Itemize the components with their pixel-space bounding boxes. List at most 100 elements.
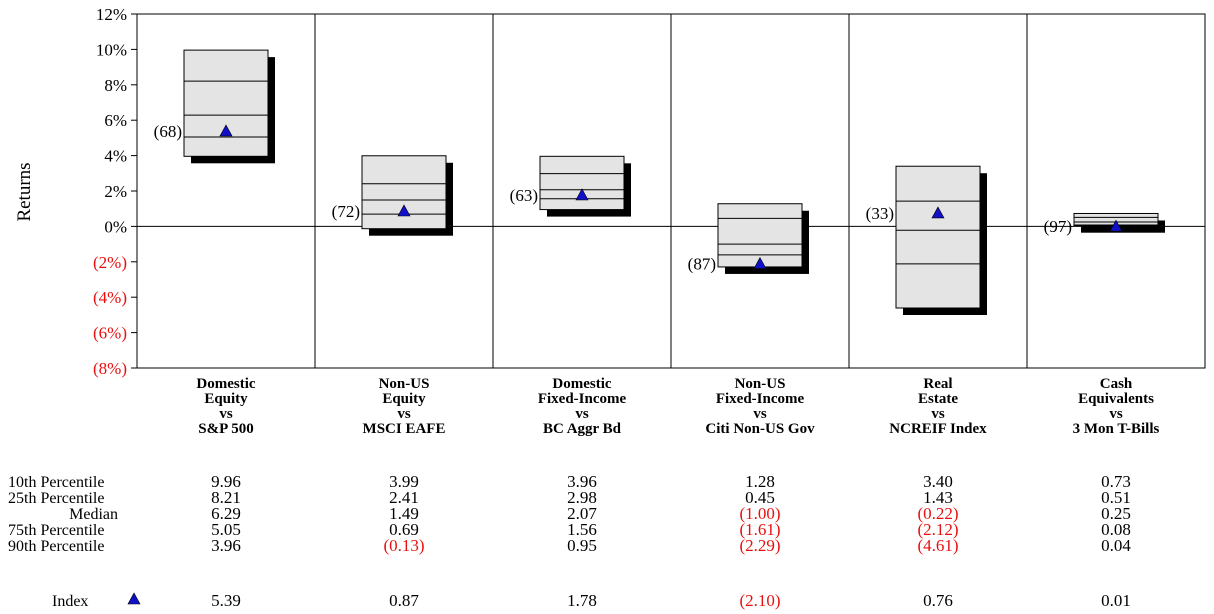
- category-label-line: Equity: [382, 391, 426, 407]
- percentile-bar: [361, 155, 447, 230]
- rank-label: (72): [332, 202, 360, 221]
- category-label-line: MSCI EAFE: [363, 421, 446, 437]
- table-cell: 8.21: [211, 488, 241, 507]
- category-label-line: Domestic: [196, 376, 255, 392]
- index-marker: [397, 204, 411, 217]
- y-tick-label: 8%: [104, 76, 127, 95]
- category-label-line: Equivalents: [1078, 391, 1154, 407]
- rank-label: (68): [154, 122, 182, 141]
- category-label-line: BC Aggr Bd: [543, 421, 622, 437]
- table-cell: 0.25: [1101, 504, 1131, 523]
- category-label-line: vs: [931, 406, 945, 422]
- table-cell: (1.61): [739, 520, 780, 539]
- category-label-line: S&P 500: [198, 421, 253, 437]
- floating-bars: (68) (72) (63) (87) (33) (97): [154, 49, 1165, 315]
- y-tick-label: (2%): [93, 253, 127, 272]
- y-tick-label: (6%): [93, 324, 127, 343]
- percentile-bar-group: (63): [510, 155, 631, 217]
- percentile-bar-group: (33): [866, 165, 987, 315]
- category-label-line: Equity: [204, 391, 248, 407]
- y-tick-label: (8%): [93, 359, 127, 378]
- y-axis-label: Returns: [14, 162, 35, 221]
- table-cell: 0.51: [1101, 488, 1131, 507]
- category-label-line: Fixed-Income: [538, 391, 627, 407]
- table-cell: (4.61): [917, 536, 958, 555]
- table-cell: 9.96: [211, 472, 241, 491]
- index-cell: 1.78: [567, 591, 597, 610]
- table-cell: (0.22): [917, 504, 958, 523]
- table-cell: 2.98: [567, 488, 597, 507]
- table-cell: 0.45: [745, 488, 775, 507]
- percentile-bar: [717, 203, 803, 268]
- y-tick-label: 6%: [104, 111, 127, 130]
- category-label-line: Fixed-Income: [716, 391, 805, 407]
- table-cell: (1.00): [739, 504, 780, 523]
- table-cell: 2.41: [389, 488, 419, 507]
- percentile-bar: [183, 49, 269, 157]
- index-marker: [575, 188, 589, 201]
- percentile-bar: [539, 155, 625, 211]
- table-cell: 1.56: [567, 520, 597, 539]
- percentile-bar-group: (97): [1044, 212, 1165, 236]
- index-cell: 0.87: [389, 591, 419, 610]
- table-cell: (2.29): [739, 536, 780, 555]
- row-label: 75th Percentile: [8, 522, 104, 539]
- category-label-line: Citi Non-US Gov: [705, 421, 815, 437]
- percentile-bar-group: (72): [332, 155, 453, 236]
- rank-label: (87): [688, 255, 716, 274]
- table-cell: 3.96: [567, 472, 597, 491]
- y-tick-label: 0%: [104, 217, 127, 236]
- row-label: 10th Percentile: [8, 474, 104, 491]
- table-cell: 0.04: [1101, 536, 1131, 555]
- table-cell: 0.73: [1101, 472, 1131, 491]
- index-cell: 0.76: [923, 591, 953, 610]
- index-marker: [1109, 219, 1123, 232]
- table-cell: 3.99: [389, 472, 419, 491]
- table-cell: 0.69: [389, 520, 419, 539]
- rank-label: (33): [866, 204, 894, 223]
- table-cell: 6.29: [211, 504, 241, 523]
- table-cell: 0.95: [567, 536, 597, 555]
- category-label-line: Cash: [1100, 376, 1133, 392]
- rank-label: (63): [510, 186, 538, 205]
- table-cell: 0.08: [1101, 520, 1131, 539]
- y-axis: Returns 12% 10% 8% 6% 4% 2% 0% (2%) (4%) (6%) (8%): [14, 5, 137, 378]
- index-marker: [931, 206, 945, 219]
- index-cell: (2.10): [739, 591, 780, 610]
- y-tick-label: 4%: [104, 147, 127, 166]
- category-label-line: 3 Mon T-Bills: [1073, 421, 1160, 437]
- table-cell: 1.49: [389, 504, 419, 523]
- index-marker: [753, 256, 767, 269]
- row-label: Median: [69, 506, 118, 523]
- rank-label: (97): [1044, 217, 1072, 236]
- y-tick-label: 12%: [96, 5, 127, 24]
- percentile-bar-group: (68): [154, 49, 275, 164]
- y-tick-label: 2%: [104, 182, 127, 201]
- table-cell: (2.12): [917, 520, 958, 539]
- index-row-label: Index: [52, 593, 88, 610]
- percentile-table: 10th Percentile 9.96 3.99 3.96 1.28 3.40 0.73 2…: [8, 472, 1131, 610]
- table-cell: 3.96: [211, 536, 241, 555]
- table-cell: 1.43: [923, 488, 953, 507]
- category-label-line: vs: [753, 406, 767, 422]
- plot-grid: [136, 13, 1206, 369]
- category-label-line: Real: [923, 376, 952, 392]
- index-cell: 0.01: [1101, 591, 1131, 610]
- y-tick-label: (4%): [93, 288, 127, 307]
- table-cell: 2.07: [567, 504, 597, 523]
- category-label-line: vs: [1109, 406, 1123, 422]
- percentile-bar: [895, 165, 981, 309]
- category-label-line: vs: [397, 406, 411, 422]
- category-label-line: Domestic: [552, 376, 611, 392]
- index-cell: 5.39: [211, 591, 241, 610]
- table-cell: 3.40: [923, 472, 953, 491]
- category-label-line: Estate: [918, 391, 958, 407]
- row-label: 90th Percentile: [8, 538, 104, 555]
- category-label-line: NCREIF Index: [889, 421, 987, 437]
- category-label-line: Non-US: [735, 376, 786, 392]
- category-label-line: vs: [575, 406, 589, 422]
- table-cell: 1.28: [745, 472, 775, 491]
- percentile-bar-group: (87): [688, 203, 809, 274]
